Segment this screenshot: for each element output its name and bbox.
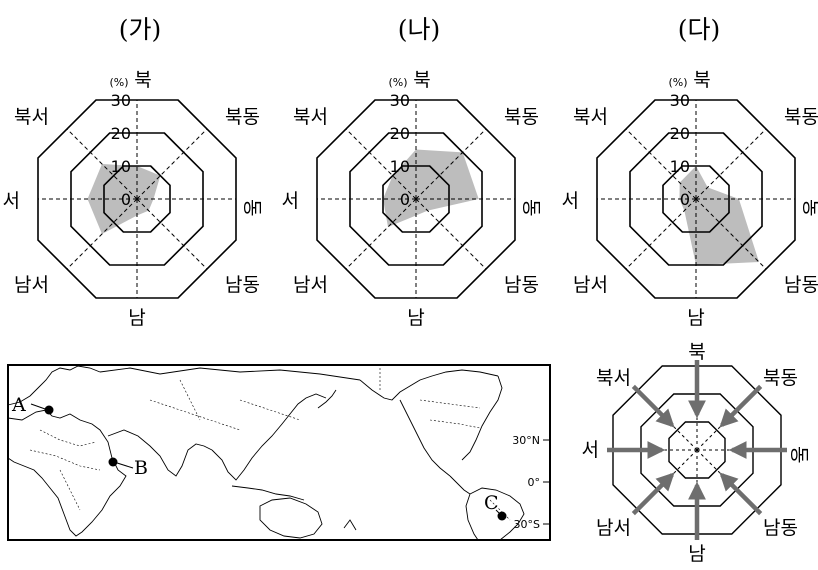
map-borders: [29, 368, 511, 521]
unit-label: (%): [388, 76, 407, 89]
tick-label: 30: [670, 91, 690, 110]
spoke-southeast: [136, 198, 208, 270]
ring-20: [629, 132, 763, 266]
rose-label-north: 북: [688, 341, 705, 363]
spoke-southeast: [695, 198, 767, 270]
spoke-southwest: [625, 198, 697, 270]
direction-label-south: 남: [128, 307, 145, 329]
tick-label: 0: [400, 190, 410, 209]
map-frame: [7, 364, 551, 541]
tick-label: 30: [390, 91, 410, 110]
direction-label-north: 북: [693, 69, 710, 91]
ring-30: [596, 99, 796, 299]
spoke-northwest: [66, 128, 138, 200]
direction-label-north: 북: [413, 69, 430, 91]
direction-label-northwest: 북서: [573, 106, 608, 128]
data-polygon: [87, 163, 161, 235]
point-a-marker: [44, 405, 54, 415]
ring-10: [662, 165, 730, 233]
ring-30: [37, 99, 237, 299]
rose-ring: [640, 393, 754, 507]
rose-label-east: 동: [788, 446, 810, 463]
ring-20: [70, 132, 204, 266]
spoke-northeast: [415, 128, 487, 200]
direction-label-south: 남: [687, 307, 704, 329]
direction-label-east: 동: [241, 199, 263, 216]
tick-label: 20: [670, 124, 690, 143]
point-a-label: A: [11, 394, 26, 416]
ring-20: [349, 132, 483, 266]
tick-label: 0: [121, 190, 131, 209]
spoke-northwest: [345, 128, 417, 200]
data-polygon: [383, 149, 479, 228]
rose-arrow-southeast: [719, 472, 763, 516]
rose-arrow-northeast: [719, 384, 763, 428]
chart-title: (나): [398, 15, 441, 44]
direction-label-southeast: 남동: [784, 274, 818, 296]
tick-label: 10: [390, 157, 410, 176]
direction-label-east: 동: [520, 199, 542, 216]
spoke-northwest: [625, 128, 697, 200]
direction-label-northeast: 북동: [784, 106, 818, 128]
unit-label: (%): [109, 76, 128, 89]
direction-label-east: 동: [800, 199, 818, 216]
lat-label-0: 0°: [528, 476, 541, 489]
rose-arrow-southwest: [631, 472, 675, 516]
rose-ring: [612, 365, 782, 535]
direction-label-southeast: 남동: [225, 274, 260, 296]
point-b-label: B: [134, 457, 148, 479]
tick-label: 10: [670, 157, 690, 176]
rose-label-northwest: 북서: [596, 367, 631, 389]
tick-label: 10: [111, 157, 131, 176]
spoke-northeast: [695, 128, 767, 200]
tick-label: 30: [111, 91, 131, 110]
chart-title: (가): [119, 15, 162, 44]
tick-label: 0: [680, 190, 690, 209]
direction-label-northeast: 북동: [225, 106, 260, 128]
ring-10: [382, 165, 450, 233]
world-map: 30°N 0° 30°S A B C: [7, 364, 551, 541]
data-polygon: [679, 166, 760, 265]
spoke-northeast: [136, 128, 208, 200]
unit-label: (%): [668, 76, 687, 89]
rose-label-west: 서: [582, 439, 599, 461]
direction-label-southwest: 남서: [573, 274, 608, 296]
rose-ring: [668, 421, 726, 479]
point-b-marker: [108, 457, 118, 467]
rose-label-southeast: 남동: [763, 517, 798, 539]
direction-label-southwest: 남서: [293, 274, 328, 296]
spoke-southwest: [66, 198, 138, 270]
direction-label-southeast: 남동: [504, 274, 539, 296]
ring-30: [316, 99, 516, 299]
ring-10: [103, 165, 171, 233]
point-c-marker: [497, 511, 507, 521]
direction-label-west: 서: [562, 190, 579, 212]
chart-title: (다): [678, 15, 721, 44]
lat-label-30n: 30°N: [512, 434, 540, 447]
lat-label-30s: 30°S: [514, 518, 540, 531]
direction-label-northwest: 북서: [293, 106, 328, 128]
rose-arrow-northwest: [631, 384, 675, 428]
spoke-southeast: [415, 198, 487, 270]
rose-label-northeast: 북동: [763, 367, 798, 389]
point-c-label: C: [484, 492, 499, 514]
spoke-southwest: [345, 198, 417, 270]
tick-label: 20: [390, 124, 410, 143]
direction-label-north: 북: [134, 69, 151, 91]
rose-label-southwest: 남서: [596, 517, 631, 539]
direction-label-west: 서: [3, 190, 20, 212]
direction-label-northwest: 북서: [14, 106, 49, 128]
direction-label-south: 남: [407, 307, 424, 329]
rose-label-south: 남: [688, 543, 705, 565]
direction-label-west: 서: [282, 190, 299, 212]
direction-label-northeast: 북동: [504, 106, 539, 128]
tick-label: 20: [111, 124, 131, 143]
map-coastlines: [7, 365, 525, 541]
direction-label-southwest: 남서: [14, 274, 49, 296]
